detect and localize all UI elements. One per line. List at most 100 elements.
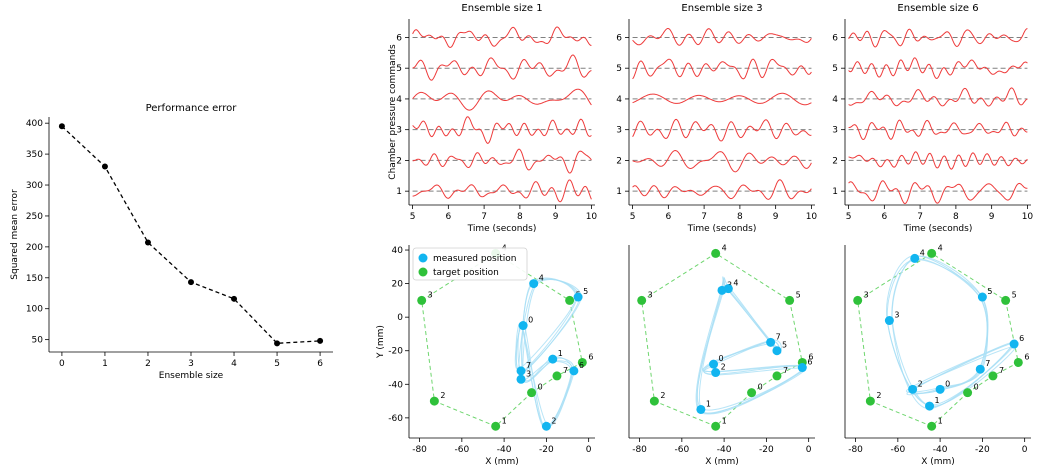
target-point — [711, 248, 721, 258]
measured-point-label: 1 — [706, 399, 711, 408]
y-axis-label: Squared mean error — [10, 189, 20, 280]
measured-point — [696, 404, 706, 414]
measured-point — [516, 366, 526, 376]
x-axis-label: Time (seconds) — [467, 224, 537, 234]
target-point — [927, 421, 937, 431]
measured-point — [569, 366, 579, 376]
y-tick-label: 100 — [26, 305, 43, 315]
x-axis-label: Ensemble size — [159, 371, 224, 381]
y-tick-label: 0 — [397, 313, 403, 323]
y-tick-label: 4 — [396, 95, 402, 105]
y-tick-label: 5 — [616, 64, 622, 74]
measured-point — [573, 292, 583, 302]
x-tick-label: 8 — [737, 212, 743, 222]
target-point — [853, 295, 863, 305]
pressure-trace-2 — [848, 151, 1028, 170]
y-tick-label: 2 — [396, 156, 402, 166]
target-point — [637, 295, 647, 305]
x-tick-label: 0 — [586, 445, 592, 455]
measured-point-label: 1 — [935, 396, 940, 405]
error-point — [231, 295, 238, 302]
target-point-label: 7 — [563, 366, 568, 375]
target-point — [577, 357, 587, 367]
measured-point-label: 0 — [945, 379, 950, 388]
measured-point-label: 6 — [579, 361, 584, 370]
x-tick-label: 10 — [806, 212, 818, 222]
measured-point-label: 1 — [558, 349, 563, 358]
y-tick-label: 350 — [26, 150, 43, 160]
measured-point — [723, 284, 733, 294]
target-point — [552, 371, 562, 381]
measured-point-label: 7 — [526, 361, 531, 370]
x-tick-label: 0 — [806, 445, 812, 455]
measured-point — [977, 292, 987, 302]
x-tick-label: 10 — [586, 212, 598, 222]
measured-point — [975, 364, 985, 374]
pressure-trace-6 — [632, 28, 812, 46]
target-point-label: 6 — [1024, 352, 1029, 361]
x-tick-label: 0 — [1022, 445, 1028, 455]
panel-title: Ensemble size 6 — [897, 3, 978, 14]
x-axis-label: Time (seconds) — [903, 224, 973, 234]
measured-point-label: 6 — [1019, 334, 1024, 343]
pressure-trace-4 — [632, 92, 812, 106]
measured-point-label: 2 — [551, 416, 556, 425]
y-tick-label: 250 — [26, 212, 43, 222]
x-tick-label: 6 — [881, 212, 887, 222]
measured-point — [1009, 339, 1019, 349]
target-point-label: 6 — [588, 352, 593, 361]
target-point-label: 2 — [876, 391, 881, 400]
pressure-trace-3 — [632, 118, 812, 142]
target-point-label: 7 — [783, 366, 788, 375]
target-point — [785, 295, 795, 305]
target-point — [747, 388, 757, 398]
measured-point — [908, 384, 918, 394]
legend-target-marker — [418, 267, 428, 277]
x-tick-label: -40 — [497, 445, 512, 455]
measured-point-label: 4 — [920, 248, 925, 257]
measured-point — [709, 359, 719, 369]
x-tick-label: -40 — [933, 445, 948, 455]
target-point-label: 3 — [428, 290, 433, 299]
target-point — [429, 396, 439, 406]
pressure-trace-3 — [848, 119, 1028, 141]
x-tick-label: 9 — [989, 212, 995, 222]
target-point — [711, 421, 721, 431]
pressure-trace-2 — [632, 149, 812, 173]
y-tick-label: 4 — [832, 95, 838, 105]
x-tick-label: 9 — [553, 212, 559, 222]
pressure-trace-6 — [848, 28, 1028, 48]
measured-point — [772, 346, 782, 356]
error-point — [317, 337, 324, 344]
pressure-trace-1 — [848, 180, 1028, 205]
panel-title: Ensemble size 3 — [681, 3, 762, 14]
y-tick-label: 6 — [832, 33, 838, 43]
measured-point — [541, 421, 551, 431]
measured-point — [935, 384, 945, 394]
measured-point — [529, 279, 539, 289]
x-tick-label: -20 — [539, 445, 554, 455]
legend-measured-marker — [418, 253, 428, 263]
measured-point — [797, 363, 807, 373]
target-point-label: 2 — [440, 391, 445, 400]
x-tick-label: -80 — [632, 445, 647, 455]
y-tick-label: 4 — [616, 95, 622, 105]
y-tick-label: 3 — [832, 126, 838, 136]
y-tick-label: 50 — [32, 336, 44, 346]
legend-target-label: target position — [433, 268, 499, 278]
target-point — [1001, 295, 1011, 305]
target-point — [417, 295, 427, 305]
x-tick-label: 2 — [145, 359, 151, 369]
measured-point — [518, 321, 528, 331]
target-point-label: 5 — [1012, 290, 1017, 299]
y-tick-label: 6 — [616, 33, 622, 43]
target-point-label: 4 — [722, 243, 727, 252]
pressure-trace-4 — [412, 88, 592, 111]
y-tick-label: 1 — [832, 187, 838, 197]
x-tick-label: 5 — [846, 212, 852, 222]
y-tick-label: 150 — [26, 274, 43, 284]
target-point-label: 0 — [538, 383, 543, 392]
target-point-label: 5 — [796, 290, 801, 299]
measured-point-label: 5 — [782, 341, 787, 350]
y-tick-label: 6 — [396, 33, 402, 43]
